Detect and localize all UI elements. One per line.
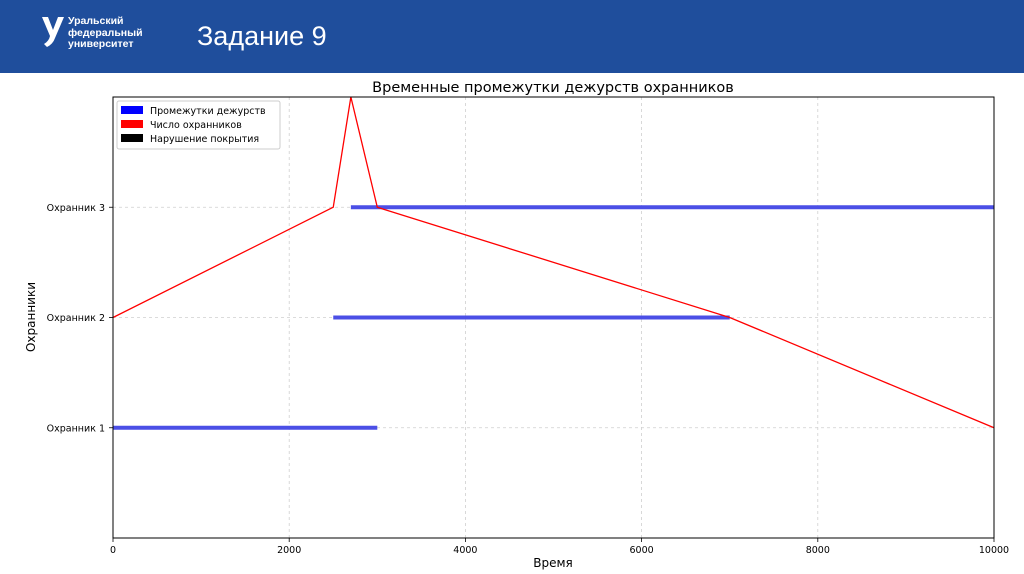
legend-box [116, 100, 281, 150]
y-tick-label: Охранник 1 [47, 423, 105, 434]
logo-line-2: федеральный [68, 26, 143, 39]
legend-label: Нарушение покрытия [150, 134, 259, 145]
slide-title: Задание 9 [197, 21, 327, 51]
x-tick-label: 8000 [806, 545, 830, 556]
x-tick-label: 6000 [630, 545, 654, 556]
y-axis-label: Охранники [24, 282, 38, 352]
legend-swatch [121, 134, 143, 142]
duty-chart: Временные промежутки дежурств охранников… [24, 80, 1009, 570]
university-logo [40, 14, 180, 58]
university-name: Уральский федеральный университет [68, 15, 143, 51]
x-tick-label: 4000 [453, 545, 477, 556]
slide-header: Уральский федеральный университет Задани… [0, 0, 1024, 73]
legend-label: Промежутки дежурств [150, 106, 266, 117]
legend-swatch [121, 120, 143, 128]
legend-label: Число охранников [150, 120, 242, 131]
chart-title: Временные промежутки дежурств охранников [372, 80, 734, 96]
shift-bars [113, 205, 994, 430]
y-axis-ticks: Охранник 1 Охранник 2 Охранник 3 [47, 203, 113, 434]
guard-count-line [112, 96, 995, 429]
y-tick-label: Охранник 3 [47, 203, 105, 214]
urfu-emblem-icon [42, 17, 64, 47]
legend: Промежутки дежурств Число охранников Наруш… [116, 100, 281, 150]
x-tick-label: 0 [110, 545, 116, 556]
logo-line-3: университет [68, 38, 134, 50]
x-tick-label: 10000 [979, 545, 1009, 556]
y-tick-label: Охранник 2 [47, 313, 105, 324]
x-axis-label: Время [533, 556, 573, 570]
x-axis-ticks: 0 2000 4000 6000 8000 10000 [110, 538, 1009, 556]
guard-count-line-group [112, 96, 995, 429]
logo-line-1: Уральский [68, 15, 124, 27]
legend-swatch [121, 106, 143, 114]
x-tick-label: 2000 [277, 545, 301, 556]
